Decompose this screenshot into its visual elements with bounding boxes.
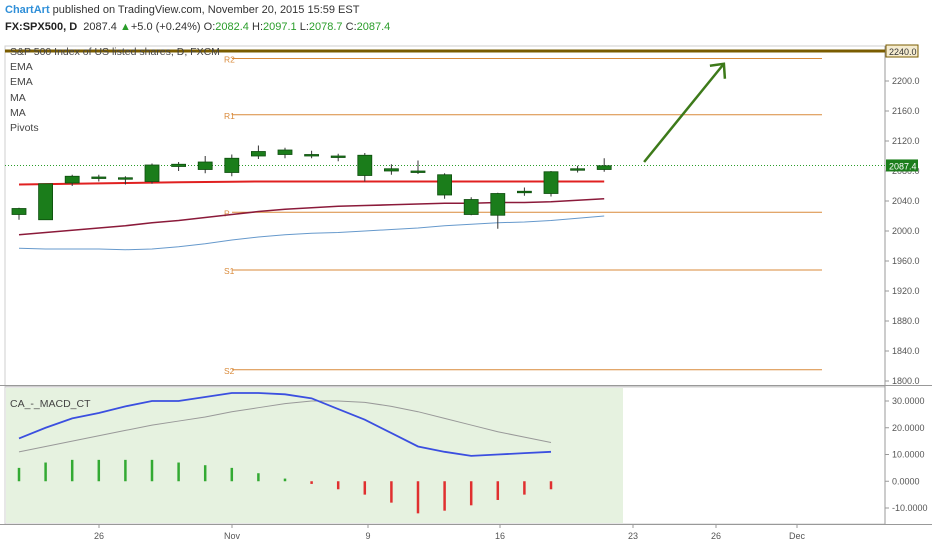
publish-info: published on TradingView.com, November 2… [49,4,360,16]
low-label: L: [299,21,309,33]
candle-up [543,171,559,194]
legend-ma-1[interactable]: MA [10,92,26,104]
close-value: 2087.4 [356,21,391,33]
candle-up [118,177,133,180]
candle-down [463,199,479,215]
macd-background [6,388,623,523]
legend-ma-2[interactable]: MA [10,107,26,119]
candle-up [91,176,107,179]
last-price: 2087.4 [83,21,117,33]
resistance-price-tag [885,44,919,58]
macd-label[interactable]: CA_-_MACD_CT [10,398,91,410]
open-label: O: [203,21,216,33]
x-tick-label: 26 [94,531,104,541]
macd-y-tick-label: 30.0000 [892,396,925,406]
publish-line: ChartArt published on TradingView.com, N… [5,4,359,16]
candle-up [596,165,612,170]
ohlc-line: FX:SPX500, D 2087.4 ▲+5.0 (+0.24%) O:208… [5,21,390,33]
resistance-price-label: 2240.0 [889,47,917,57]
legend-title: S&P 500 Index of US listed shares, D, FX… [10,46,220,58]
last-price-tag [886,159,918,172]
candle-up [224,157,240,173]
y-tick-label: 1960.0 [892,256,920,266]
macd-y-tick-label: 20.0000 [892,423,925,433]
candle-up [11,208,27,215]
candle-down [357,154,373,176]
legend-ema-2[interactable]: EMA [10,76,33,88]
candle-down [197,161,213,170]
pivot-label: S1 [224,266,235,276]
y-tick-label: 2200.0 [892,76,920,86]
y-tick-label: 2000.0 [892,226,920,236]
pivot-label: R1 [224,111,235,121]
y-tick-label: 2040.0 [892,196,920,206]
target-arrow-head [709,62,727,79]
chart-canvas[interactable]: 2200.02160.02120.02080.02040.02000.01960… [0,40,932,550]
x-tick-label: 9 [365,531,370,541]
y-tick-label: 2160.0 [892,106,920,116]
pivot-label: S2 [224,366,235,376]
y-tick-label: 1920.0 [892,286,920,296]
high-value: 2097.1 [263,21,297,33]
x-tick-label: 16 [495,531,505,541]
x-tick-label: 23 [628,531,638,541]
signal-line [18,400,552,453]
candle-up [144,164,160,182]
candle-down [437,174,453,196]
y-tick-label: 1800.0 [892,376,920,386]
y-tick-label: 1840.0 [892,346,920,356]
pivot-label: P [224,208,230,218]
candle-down [330,155,346,158]
candle-down [410,170,426,173]
high-label: H: [252,21,263,33]
last-price-label: 2087.4 [889,161,917,171]
pivot-label: R2 [224,55,235,65]
macd-y-tick-label: 0.0000 [892,476,920,486]
macd-y-tick-label: -10.0000 [892,503,928,513]
y-tick-label: 1880.0 [892,316,920,326]
macd-line [18,392,552,457]
candle-down [304,154,320,157]
main-pane-frame [4,45,886,387]
candle-down [517,190,532,194]
x-tick-label: Nov [224,531,241,541]
chart-header: ChartArt published on TradingView.com, N… [0,0,932,40]
legend-ema-1[interactable]: EMA [10,61,33,73]
candle-up [250,151,266,157]
y-tick-label: 2120.0 [892,136,920,146]
x-tick-label: 26 [711,531,721,541]
change-arrow-icon: ▲ [119,21,131,33]
change-value: +5.0 (+0.24%) [130,21,201,33]
candle-up [64,175,80,184]
ema-slow-line [18,197,605,236]
target-arrow [643,62,725,163]
candle-up [490,193,506,216]
candle-up [171,163,187,167]
legend-pivots[interactable]: Pivots [10,122,39,134]
ema-fast-line [18,180,605,186]
macd-y-tick-label: 10.0000 [892,450,925,460]
candle-up [38,183,53,221]
candle-down [383,168,399,172]
close-label: C: [345,21,357,33]
ma-line [18,215,605,251]
symbol-label: FX:SPX500, D [5,21,78,33]
low-value: 2078.7 [308,21,343,33]
author-link[interactable]: ChartArt [5,4,50,16]
open-value: 2082.4 [215,21,249,33]
candle-up [570,168,585,171]
x-tick-label: Dec [789,531,806,541]
candle-down [277,149,293,155]
